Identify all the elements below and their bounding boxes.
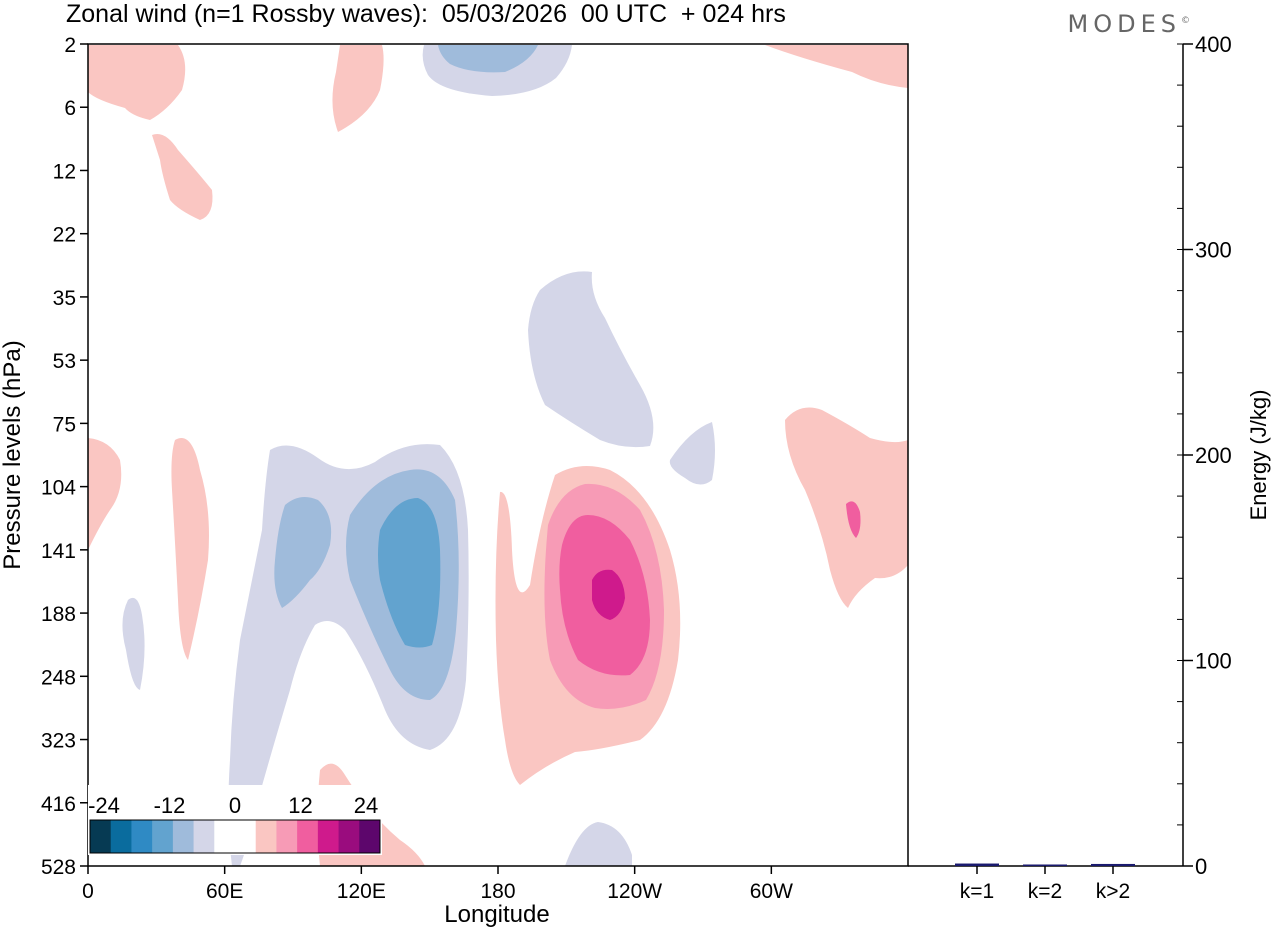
energy-axis-ticks: 0 100 200 300 400 (1177, 32, 1232, 879)
pressure-tick-label: 35 (53, 287, 76, 310)
colorbar-swatch (255, 820, 277, 853)
pressure-tick-label: 416 (41, 793, 76, 816)
contour-pos-right-inner (846, 501, 861, 538)
colorbar-swatch (90, 820, 112, 853)
longitude-tick-label: 120E (337, 880, 386, 903)
colorbar-label: -12 (154, 793, 186, 818)
longitude-tick-label: 0 (82, 880, 94, 903)
colorbar-swatch (214, 820, 236, 853)
colorbar-label: -24 (88, 793, 120, 818)
contour-pos-left-edge (88, 438, 122, 550)
colorbar-swatch (359, 820, 381, 853)
colorbar-swatch (235, 820, 257, 853)
contour-pos-upper-strip (332, 45, 384, 132)
contour-neg-large-mid (274, 496, 332, 608)
energy-bar (1023, 864, 1067, 866)
modes-logo: MODES© (1068, 10, 1190, 38)
logo-mark: © (1181, 16, 1190, 26)
energy-bar (1091, 863, 1135, 866)
contour-plot-frame (87, 43, 909, 867)
pressure-tick-label: 141 (41, 540, 76, 563)
contour-neg-mid-90w (669, 422, 715, 485)
colorbar-swatch (152, 820, 174, 853)
pressure-tick-label: 2 (64, 34, 76, 57)
colorbar-swatch (172, 820, 195, 853)
energy-category-label: k>2 (1096, 880, 1130, 903)
pressure-tick-label: 53 (53, 350, 76, 373)
energy-tick-label: 0 (1195, 854, 1207, 879)
pressure-axis-ticks: 2 6 12 22 35 53 75 104 141 188 248 323 416 528 (41, 34, 88, 879)
contour-neg-top-180-inner (438, 45, 538, 73)
colorbar-swatch (297, 820, 319, 853)
longitude-tick-label: 60E (206, 880, 243, 903)
energy-tick-label: 200 (1195, 443, 1232, 468)
energy-tick-label: 300 (1195, 238, 1232, 263)
pressure-tick-label: 323 (41, 730, 76, 753)
contour-neg-15e (122, 597, 145, 690)
colorbar-label: 24 (354, 793, 378, 818)
contour-pos-upper-right (765, 45, 908, 88)
pressure-tick-label: 22 (53, 224, 76, 247)
contour-pos-upper-left (88, 45, 186, 120)
energy-category-label: k=1 (960, 880, 994, 903)
energy-tick-label: 400 (1195, 32, 1232, 57)
energy-axis-label: Energy (J/kg) (1246, 390, 1271, 521)
contour-neg-mid-120w (528, 271, 654, 448)
energy-bars: k=1 k=2 k>2 (955, 863, 1135, 903)
colorbar-swatch (131, 820, 153, 853)
pressure-tick-label: 528 (41, 856, 76, 879)
colorbar-label: 0 (229, 793, 241, 818)
x-axis-label: Longitude (444, 901, 549, 928)
energy-category-label: k=2 (1028, 880, 1062, 903)
contour-pos-left-strip (171, 438, 209, 660)
pressure-tick-label: 248 (41, 666, 76, 689)
y-axis-label: Pressure levels (hPa) (0, 340, 26, 569)
colorbar-border (89, 819, 381, 854)
contour-neg-large-inner (378, 498, 441, 648)
longitude-tick-label: 120W (607, 880, 662, 903)
colorbar: -24 -12 0 12 24 (88, 785, 382, 855)
contour-neg-bottom-150w (565, 822, 632, 866)
colorbar-label: 12 (288, 793, 312, 818)
colorbar-swatch (276, 820, 298, 853)
longitude-tick-label: 60W (750, 880, 793, 903)
pressure-tick-label: 75 (53, 413, 76, 436)
pressure-tick-label: 6 (64, 97, 76, 120)
energy-tick-label: 100 (1195, 649, 1232, 674)
logo-text: MODES (1067, 10, 1181, 38)
chart-title: Zonal wind (n=1 Rossby waves): 05/03/202… (66, 0, 786, 28)
contour-pos-upper-blob (152, 134, 213, 220)
colorbar-swatch (193, 820, 215, 853)
contour-pos-main-4 (592, 569, 625, 620)
longitude-axis-ticks: 0 60E 120E 180 120W 60W (82, 866, 793, 903)
pressure-tick-label: 104 (41, 477, 76, 500)
contour-field (88, 45, 908, 866)
colorbar-swatch (338, 820, 360, 853)
energy-bar (955, 863, 999, 866)
colorbar-swatch (110, 820, 132, 853)
pressure-tick-label: 188 (41, 603, 76, 626)
colorbar-swatch (317, 820, 340, 853)
pressure-tick-label: 12 (53, 160, 76, 183)
longitude-tick-label: 180 (480, 880, 515, 903)
